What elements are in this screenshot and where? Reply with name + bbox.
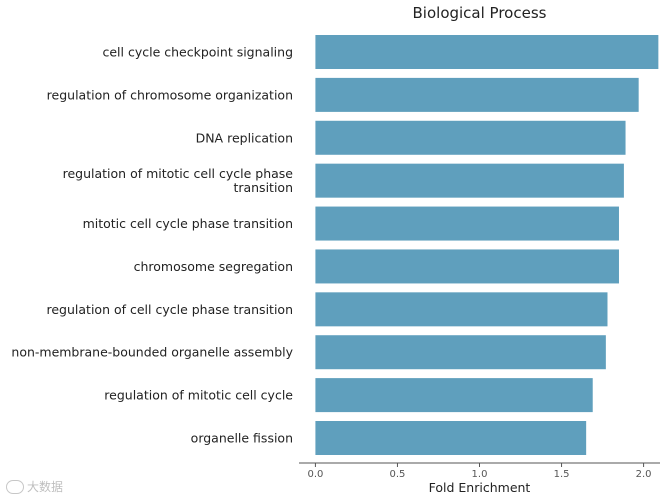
category-label: regulation of chromosome organization	[47, 87, 293, 102]
x-axis-ticks: 0.0 0.5 1.0 1.5 2.0	[307, 463, 652, 480]
category-label: regulation of mitotic cell cycle phase tr…	[63, 166, 294, 195]
category-label: regulation of mitotic cell cycle	[104, 388, 293, 403]
category-label: organelle fission	[191, 431, 293, 446]
x-tick-label: 1.0	[472, 469, 488, 480]
category-label: regulation of cell cycle phase transitio…	[47, 302, 294, 317]
watermark-text: 大数据	[27, 480, 64, 494]
bar-regulation-of-chromosome-organization	[315, 77, 639, 112]
x-tick-label: 1.5	[554, 469, 570, 480]
logo-mark-icon	[6, 479, 24, 494]
x-tick-label: 0.0	[307, 469, 323, 480]
bar-non-membrane-bounded-organelle-assembly	[315, 335, 606, 370]
category-label: DNA replication	[196, 130, 293, 145]
category-label: mitotic cell cycle phase transition	[83, 216, 293, 231]
bar-mitotic-cell-cycle-phase-transition	[315, 206, 619, 241]
x-tick-label: 0.5	[390, 469, 406, 480]
bar-chromosome-segregation	[315, 249, 619, 284]
bar-cell-cycle-checkpoint-signaling	[315, 35, 659, 69]
bar-regulation-of-mitotic-cell-cycle	[315, 378, 593, 413]
category-label: cell cycle checkpoint signaling	[102, 45, 293, 60]
bar-regulation-of-cell-cycle-phase-transition	[315, 292, 608, 327]
bar-regulation-of-mitotic-cell-cycle-phase-transition	[315, 163, 624, 198]
bar-dna-replication	[315, 120, 626, 155]
chart-title: Biological Process	[413, 4, 547, 22]
category-label: non-membrane-bounded organelle assembly	[11, 345, 293, 360]
x-tick-label: 2.0	[636, 469, 652, 480]
category-labels: cell cycle checkpoint signaling regulatio…	[11, 45, 293, 446]
bars-group	[315, 35, 659, 455]
category-label: chromosome segregation	[134, 259, 293, 274]
watermark: 大数据	[6, 478, 63, 495]
bar-organelle-fission	[315, 421, 587, 455]
x-axis-label: Fold Enrichment	[429, 480, 531, 495]
